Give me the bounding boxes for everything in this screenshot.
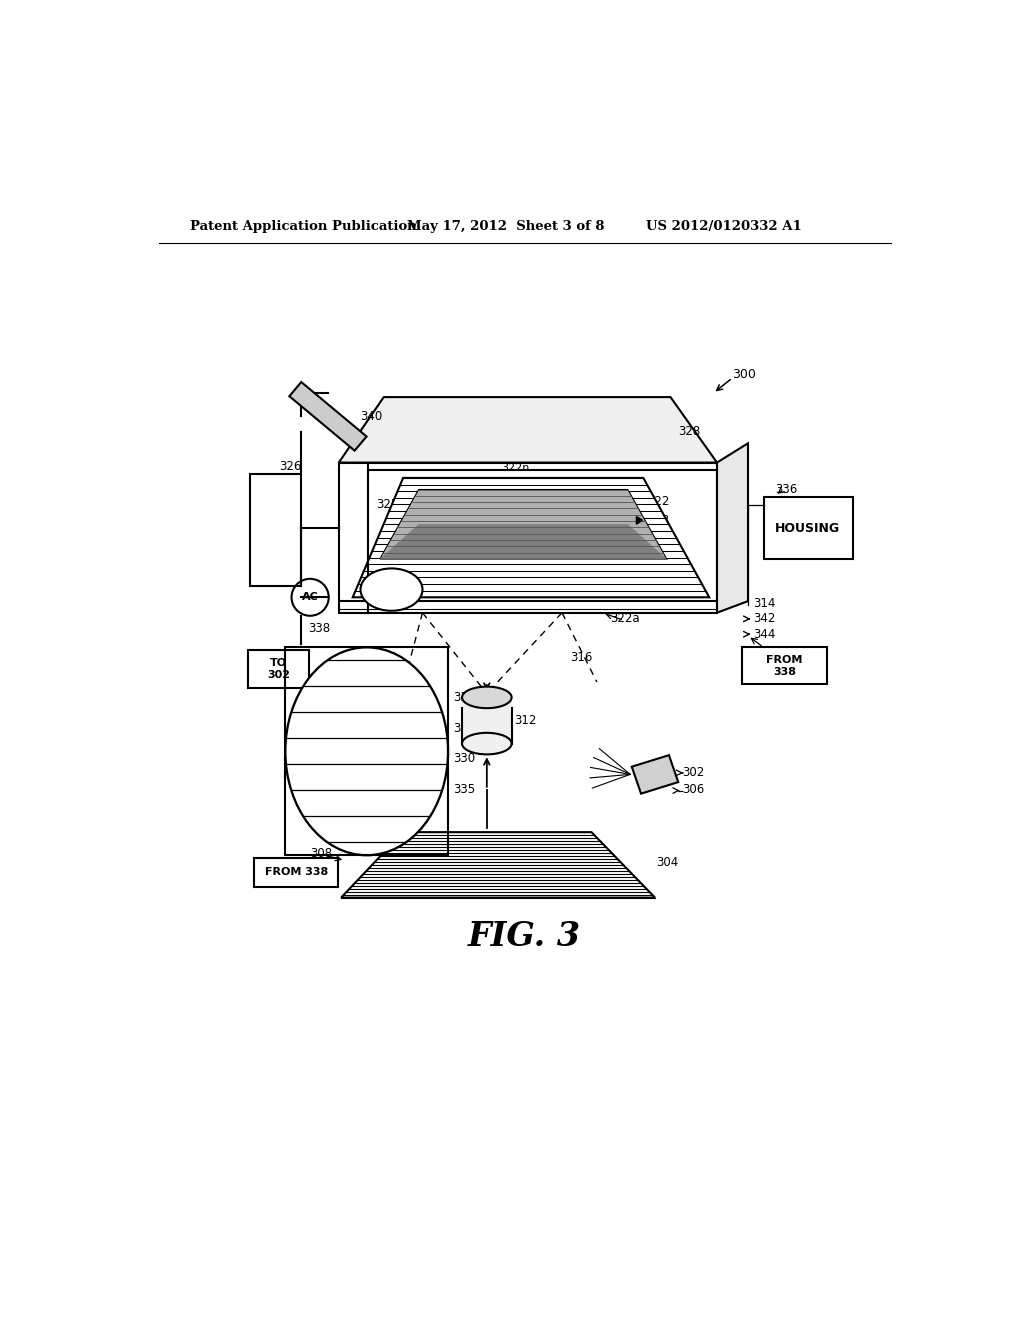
Text: 325: 325 — [376, 499, 398, 511]
Polygon shape — [339, 397, 717, 462]
Text: 326: 326 — [280, 459, 301, 473]
Text: 330: 330 — [454, 752, 475, 766]
Ellipse shape — [462, 686, 512, 708]
Text: 334: 334 — [454, 690, 476, 704]
Text: Patent Application Publication: Patent Application Publication — [190, 219, 417, 232]
Bar — [462, 697, 512, 743]
Text: 312: 312 — [514, 714, 537, 727]
Text: FIG. 3: FIG. 3 — [468, 920, 582, 953]
Polygon shape — [290, 381, 367, 450]
Polygon shape — [339, 462, 717, 612]
Text: US 2012/0120332 A1: US 2012/0120332 A1 — [646, 219, 802, 232]
Text: 323: 323 — [647, 513, 670, 527]
Text: 306: 306 — [682, 783, 705, 796]
Text: 318: 318 — [468, 706, 490, 719]
Text: AC: AC — [302, 593, 318, 602]
Ellipse shape — [360, 569, 423, 611]
Text: 314: 314 — [317, 813, 340, 825]
Polygon shape — [380, 490, 667, 558]
Text: 330: 330 — [411, 843, 433, 857]
Text: 314: 314 — [754, 597, 776, 610]
Text: FROM 338: FROM 338 — [264, 867, 328, 878]
Text: 322n: 322n — [502, 462, 529, 473]
Text: 344: 344 — [754, 628, 776, 640]
Bar — [254, 858, 338, 887]
Bar — [251, 474, 301, 586]
Polygon shape — [717, 444, 748, 612]
Text: 300: 300 — [732, 367, 757, 380]
Text: 316: 316 — [569, 651, 592, 664]
Text: 340: 340 — [360, 409, 383, 422]
Text: 308: 308 — [310, 847, 332, 861]
Text: 302: 302 — [682, 766, 705, 779]
Bar — [764, 498, 853, 558]
Polygon shape — [380, 524, 667, 558]
Ellipse shape — [462, 733, 512, 755]
Polygon shape — [352, 478, 710, 597]
Text: 335: 335 — [454, 783, 475, 796]
Bar — [286, 647, 449, 855]
Text: 332: 332 — [454, 722, 476, 735]
Text: FROM
338: FROM 338 — [766, 655, 803, 677]
Bar — [741, 647, 827, 684]
Text: TO
302: TO 302 — [267, 659, 290, 680]
Text: 328: 328 — [678, 425, 700, 438]
Text: 322a: 322a — [610, 612, 640, 626]
Text: 338: 338 — [308, 622, 330, 635]
Text: HOUSING: HOUSING — [775, 521, 841, 535]
Polygon shape — [632, 755, 678, 793]
Bar — [248, 649, 308, 688]
Text: 304: 304 — [656, 857, 679, 870]
Text: 342: 342 — [754, 612, 776, 626]
Text: 336: 336 — [775, 483, 798, 496]
Polygon shape — [341, 832, 655, 898]
Ellipse shape — [286, 647, 449, 855]
Text: 322: 322 — [647, 495, 670, 508]
Polygon shape — [636, 516, 643, 524]
Text: May 17, 2012  Sheet 3 of 8: May 17, 2012 Sheet 3 of 8 — [407, 219, 604, 232]
